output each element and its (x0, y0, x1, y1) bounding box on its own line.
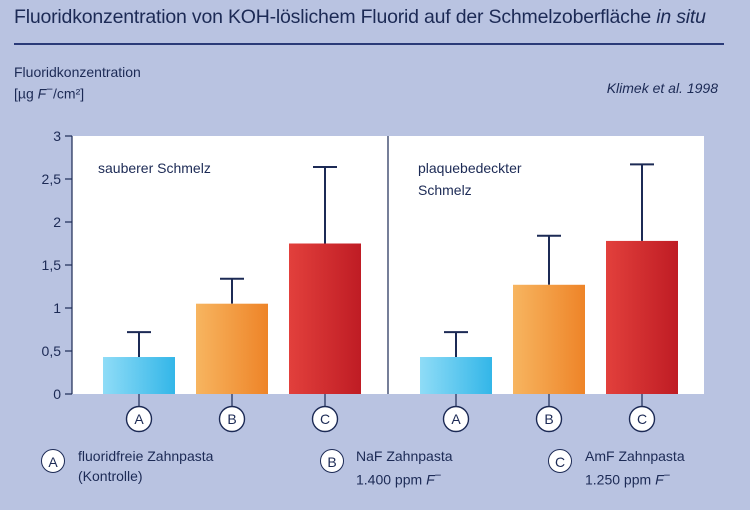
chart-title-italic: in situ (656, 6, 706, 28)
x-tick-label: B (544, 411, 553, 427)
x-tick-label: A (451, 411, 461, 427)
bar-c (606, 240, 678, 394)
legend-a-line2: (Kontrolle) (78, 468, 143, 484)
y-tick-label: 3 (53, 128, 61, 144)
panel-label-plaque-line2: Schmelz (418, 182, 472, 198)
legend-b-line2: 1.400 ppm F− (356, 466, 453, 490)
legend-text-a: fluoridfreie Zahnpasta (Kontrolle) (78, 446, 213, 486)
x-tick-label: A (134, 411, 144, 427)
x-tick-label: B (227, 411, 236, 427)
y-axis-unit-f: F (37, 85, 47, 102)
legend-c-sup: − (663, 469, 671, 482)
y-axis-unit-post: /cm²] (53, 85, 85, 102)
y-axis-unit-pre: [µg (14, 85, 38, 102)
legend-c-f: F (655, 471, 664, 488)
category-marker (311, 405, 339, 433)
y-tick-label: 2,5 (42, 171, 62, 187)
y-axis-unit-sup: − (46, 83, 54, 96)
panel-label-clean: sauberer Schmelz (98, 160, 211, 176)
y-tick-label: 0,5 (42, 343, 62, 359)
category-marker (442, 405, 470, 433)
y-tick-label: 1 (53, 300, 61, 316)
y-tick-label: 1,5 (42, 257, 62, 273)
category-marker (218, 405, 246, 433)
x-tick-label: C (320, 411, 330, 427)
legend-key-a: A (41, 449, 65, 473)
y-tick-label: 0 (53, 386, 61, 402)
category-marker (535, 405, 563, 433)
legend-b-f: F (426, 471, 435, 488)
legend-key-c: C (548, 449, 572, 473)
bar-a (103, 357, 175, 394)
category-marker (628, 405, 656, 433)
y-axis-label-line1: Fluoridkonzentration (14, 64, 141, 80)
legend-b-ppm: 1.400 ppm (356, 471, 427, 488)
bar-c (289, 243, 361, 394)
category-marker (125, 405, 153, 433)
legend-text-b: NaF Zahnpasta 1.400 ppm F− (356, 446, 453, 490)
legend-b-sup: − (434, 469, 442, 482)
bar-b (513, 284, 585, 394)
y-axis-label: Fluoridkonzentration [µg F−/cm²] (14, 63, 141, 103)
x-tick-label: C (637, 411, 647, 427)
legend-b-line1: NaF Zahnpasta (356, 448, 453, 464)
panel-label-plaque-line1: plaquebedeckter (418, 160, 522, 176)
y-axis-label-line2: [µg F−/cm²] (14, 81, 141, 103)
bar-b (196, 303, 268, 394)
legend-c-line2: 1.250 ppm F− (585, 466, 685, 490)
legend-c-line1: AmF Zahnpasta (585, 448, 685, 464)
bar-a (420, 357, 492, 394)
legend-text-c: AmF Zahnpasta 1.250 ppm F− (585, 446, 685, 490)
legend-c-ppm: 1.250 ppm (585, 471, 656, 488)
legend-key-b: B (320, 449, 344, 473)
y-tick-label: 2 (53, 214, 61, 230)
chart-title-main: Fluoridkonzentration von KOH-löslichem F… (14, 6, 657, 28)
source-citation: Klimek et al. 1998 (606, 80, 718, 96)
chart-title: Fluoridkonzentration von KOH-löslichem F… (14, 6, 736, 29)
title-divider (14, 43, 724, 45)
legend-a-line1: fluoridfreie Zahnpasta (78, 448, 214, 464)
